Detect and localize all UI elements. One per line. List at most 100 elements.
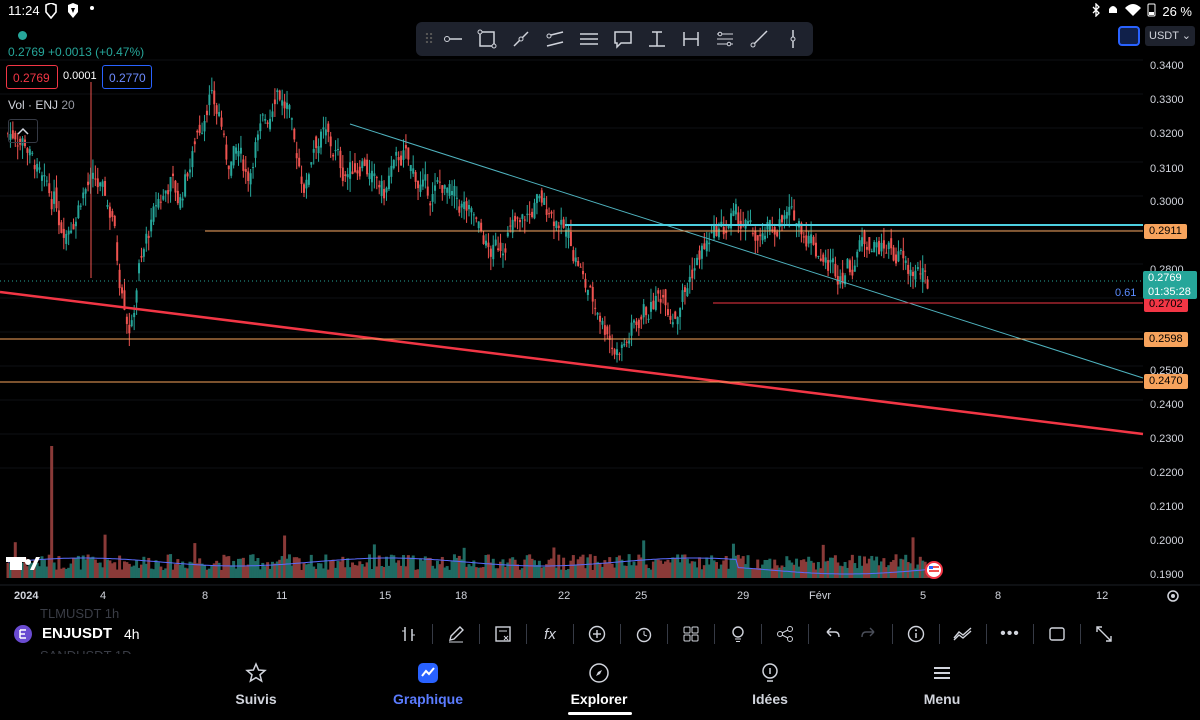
lightbulb-icon[interactable] bbox=[724, 620, 752, 648]
selection-box-icon[interactable] bbox=[1043, 620, 1071, 648]
text-anchor-icon[interactable] bbox=[640, 22, 674, 56]
ray-icon[interactable] bbox=[742, 22, 776, 56]
price-chart[interactable] bbox=[0, 22, 1200, 614]
volume-bar bbox=[773, 559, 777, 578]
candle-body bbox=[783, 215, 786, 220]
fullscreen-icon[interactable] bbox=[1090, 620, 1118, 648]
rectangle-icon[interactable] bbox=[470, 22, 504, 56]
candle-body bbox=[278, 90, 281, 100]
volume-bar bbox=[833, 555, 837, 578]
trend-line-teal[interactable] bbox=[349, 123, 1144, 379]
prev-symbol[interactable]: TLMUSDT 1h bbox=[40, 606, 120, 621]
candle-body bbox=[698, 250, 701, 260]
nav-menu[interactable]: Menu bbox=[918, 662, 966, 707]
candle-body bbox=[203, 120, 206, 132]
sell-price-button[interactable]: 0.2769 bbox=[6, 65, 58, 89]
interval-button[interactable]: 4h bbox=[124, 626, 140, 642]
vertical-line-icon[interactable] bbox=[776, 22, 810, 56]
remove-drawings-icon[interactable] bbox=[489, 620, 517, 648]
path-icon[interactable] bbox=[708, 22, 742, 56]
level-tag-0.2598[interactable]: 0.2598 bbox=[1144, 332, 1188, 347]
nav-chart[interactable]: Graphique bbox=[392, 662, 464, 707]
star-icon bbox=[245, 662, 267, 687]
currency-select[interactable]: USDT ⌄ bbox=[1145, 26, 1195, 46]
volume-bar bbox=[921, 560, 925, 578]
info-icon[interactable] bbox=[902, 620, 930, 648]
volume-bar bbox=[916, 564, 920, 578]
callout-icon[interactable] bbox=[606, 22, 640, 56]
candle-body bbox=[31, 152, 34, 154]
volume-bar bbox=[469, 566, 473, 578]
layout-toggle-icon[interactable] bbox=[1118, 26, 1140, 46]
volume-bar bbox=[268, 568, 272, 578]
candle-body bbox=[261, 114, 264, 116]
drag-handle-icon[interactable]: ⠿ bbox=[423, 30, 435, 47]
measure-icon[interactable] bbox=[674, 22, 708, 56]
volume-bar bbox=[283, 535, 287, 578]
clock: 11:24 bbox=[8, 3, 40, 18]
volume-bar bbox=[115, 569, 119, 578]
parallel-channel-icon[interactable] bbox=[538, 22, 572, 56]
nav-explore[interactable]: Explorer bbox=[568, 662, 630, 707]
nav-watchlist[interactable]: Suivis bbox=[228, 662, 284, 707]
volume-bar bbox=[147, 557, 151, 578]
level-tag-0.2470[interactable]: 0.2470 bbox=[1144, 374, 1188, 389]
candle-body bbox=[21, 138, 24, 146]
buy-price-button[interactable]: 0.2770 bbox=[102, 65, 152, 89]
volume-bar bbox=[649, 569, 653, 578]
share-icon[interactable] bbox=[771, 620, 799, 648]
candle-body bbox=[227, 165, 230, 170]
volume-bar bbox=[8, 563, 12, 578]
alarm-icon[interactable] bbox=[630, 620, 658, 648]
symbol-name[interactable]: ENJUSDT bbox=[42, 625, 113, 642]
separator bbox=[939, 624, 940, 644]
layouts-grid-icon[interactable] bbox=[677, 620, 705, 648]
horizontal-ray-icon[interactable] bbox=[436, 22, 470, 56]
volume-bar bbox=[314, 568, 318, 578]
chart-settings-icon[interactable] bbox=[1165, 588, 1181, 609]
pencil-icon[interactable] bbox=[442, 620, 470, 648]
redo-icon[interactable] bbox=[855, 620, 883, 648]
level-tag-0.2702[interactable]: 0.2702 bbox=[1144, 297, 1188, 312]
chart-grid bbox=[0, 59, 1143, 469]
candle-body bbox=[732, 210, 735, 216]
volume-bar bbox=[700, 569, 704, 578]
candle-body bbox=[790, 206, 793, 208]
volume-bar bbox=[812, 562, 816, 578]
price-axis-label: 0.3000 bbox=[1150, 196, 1184, 208]
candle-body bbox=[181, 198, 184, 201]
candle-body bbox=[501, 253, 504, 256]
trend-line-red[interactable] bbox=[0, 290, 1144, 436]
candle-body bbox=[868, 237, 871, 251]
horizontal-lines-icon[interactable] bbox=[572, 22, 606, 56]
volume-bar bbox=[273, 563, 277, 578]
undo-icon[interactable] bbox=[818, 620, 846, 648]
volume-bar bbox=[176, 559, 180, 578]
candle-body bbox=[125, 316, 128, 324]
volume-bar bbox=[222, 554, 226, 578]
chart-type-icon[interactable] bbox=[395, 620, 423, 648]
candle-body bbox=[856, 251, 859, 258]
volume-bar bbox=[55, 569, 59, 578]
add-circle-icon[interactable] bbox=[583, 620, 611, 648]
trend-line-icon[interactable] bbox=[504, 22, 538, 56]
candle-body bbox=[40, 175, 43, 181]
indicators-icon[interactable]: fx bbox=[544, 625, 556, 643]
time-axis-label: 29 bbox=[737, 590, 750, 602]
us-flag-event-icon[interactable] bbox=[925, 561, 943, 579]
candle-body bbox=[822, 254, 825, 262]
collapse-legend-button[interactable] bbox=[8, 119, 38, 143]
candle-body bbox=[754, 231, 757, 241]
candle-body bbox=[385, 187, 388, 193]
candle-body bbox=[317, 146, 320, 154]
volume-bar bbox=[118, 555, 122, 578]
nav-ideas[interactable]: Idées bbox=[748, 662, 792, 707]
more-icon[interactable]: ••• bbox=[1000, 625, 1020, 642]
candle-body bbox=[848, 260, 851, 273]
volume-indicator-legend[interactable]: Vol · ENJ 20 bbox=[8, 98, 75, 112]
volume-bar bbox=[241, 557, 245, 578]
compare-icon[interactable] bbox=[949, 620, 977, 648]
level-tag-0.2911[interactable]: 0.2911 bbox=[1144, 224, 1187, 239]
candle-body bbox=[383, 188, 386, 199]
candle-body bbox=[361, 161, 364, 169]
